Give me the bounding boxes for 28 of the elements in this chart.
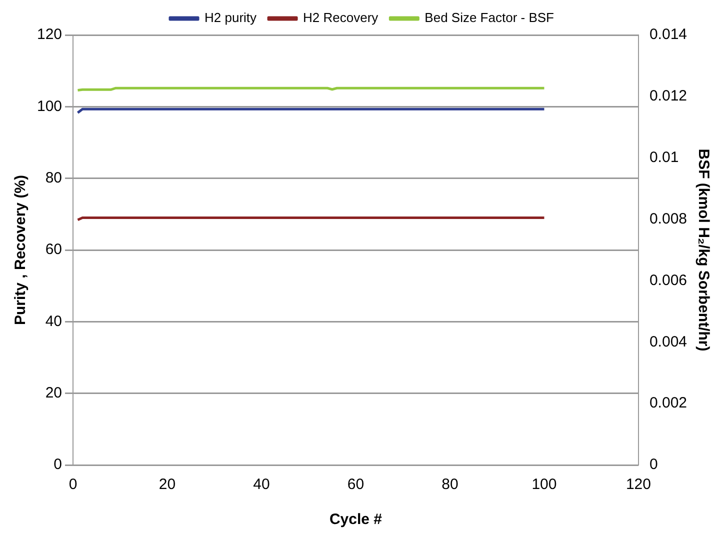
x-tick-label: 0	[68, 476, 78, 494]
y2-tick-label: 0.002	[649, 394, 688, 412]
y-tick-label: 100	[36, 98, 62, 115]
x-tick-label: 120	[626, 476, 651, 494]
y-tick-label: 80	[45, 169, 62, 186]
y2-tick-label: 0.004	[649, 333, 688, 350]
y-tick-label: 20	[45, 384, 62, 402]
x-axis-title: Cycle #	[329, 511, 383, 528]
y2-tick-label: 0.012	[649, 88, 688, 105]
x-tick-label: 80	[442, 476, 458, 494]
y2-tick-label: 0.006	[649, 272, 688, 289]
y2-axis-title: BSF (kmol H₂/kg Sorbent/hr)	[694, 148, 712, 352]
x-tick-label: 60	[347, 476, 364, 494]
x-tick-label: 40	[253, 476, 270, 494]
y2-tick-label: 0.014	[649, 26, 688, 44]
legend-label: H2 purity	[204, 10, 258, 26]
y2-tick-label: 0	[649, 456, 658, 474]
y-tick-label: 120	[36, 26, 62, 44]
y2-tick-label: 0.008	[649, 210, 688, 228]
legend-label: H2 Recovery	[303, 10, 379, 26]
x-tick-label: 100	[532, 476, 557, 494]
y2-tick-label: 0.01	[649, 149, 679, 166]
x-tick-label: 20	[158, 476, 176, 494]
y-tick-label: 60	[45, 241, 62, 258]
y-tick-label: 40	[45, 312, 62, 330]
y-axis-title: Purity , Recovery (%)	[12, 174, 30, 326]
y-tick-label: 0	[54, 456, 62, 474]
legend-label: Bed Size Factor - BSF	[424, 10, 554, 26]
